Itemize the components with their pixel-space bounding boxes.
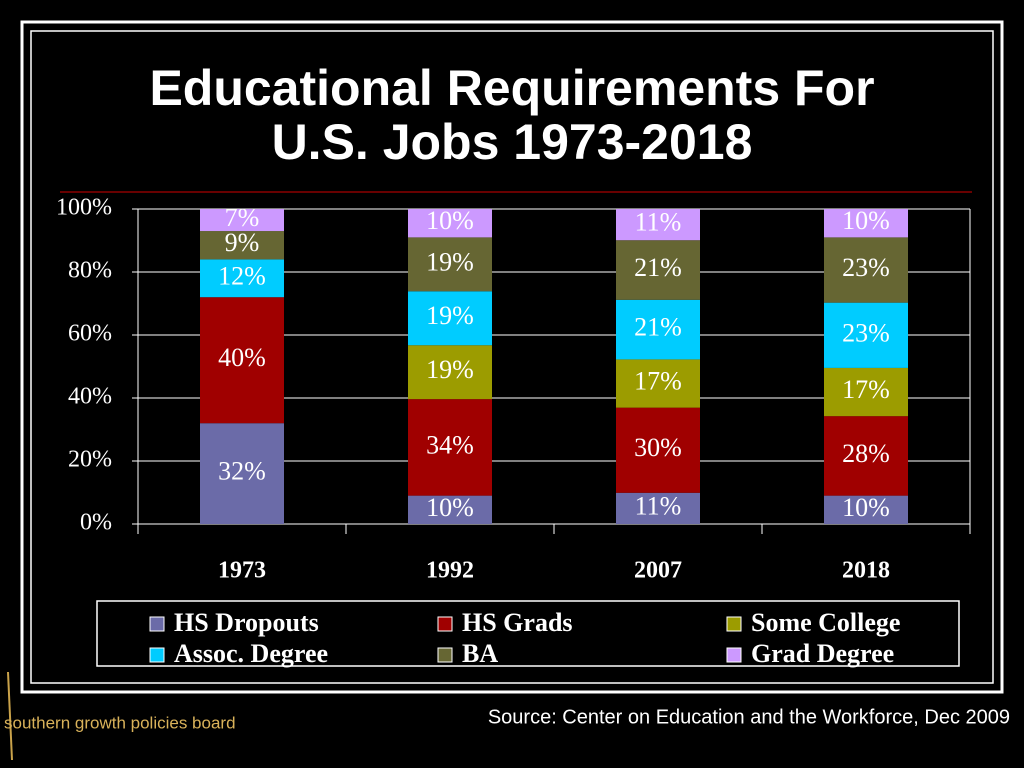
data-label: 19% [426, 301, 474, 330]
x-tick-label: 2007 [634, 558, 682, 584]
y-tick-label: 0% [80, 510, 112, 536]
data-label: 11% [635, 208, 682, 237]
bar-segment [616, 240, 700, 300]
bar-segment [616, 407, 700, 493]
y-tick-label: 60% [68, 321, 112, 347]
bar-segment [616, 209, 700, 241]
legend-label: HS Dropouts [174, 608, 319, 637]
bar-segment [824, 416, 908, 496]
source: Source: Center on Education and the Work… [488, 706, 1010, 728]
data-label: 23% [842, 253, 890, 282]
legend-label: Grad Degree [751, 639, 894, 668]
legend-swatch [726, 616, 742, 632]
data-label: 7% [225, 203, 260, 232]
logo: southern growth policies board [4, 713, 236, 732]
y-tick-label: 20% [68, 447, 112, 473]
bar-segment [408, 291, 492, 346]
bar-segment [200, 209, 284, 232]
x-tick-label: 1992 [426, 558, 474, 584]
data-label: 10% [842, 206, 890, 235]
bar-segment [200, 423, 284, 524]
legend-swatch [437, 616, 453, 632]
x-tick-label: 1973 [218, 558, 266, 584]
data-label: 10% [426, 206, 474, 235]
y-tick-label: 80% [68, 258, 112, 284]
bar-segment [200, 297, 284, 424]
frame-inner [30, 30, 994, 684]
data-label: 9% [225, 228, 260, 257]
bar-segment [824, 367, 908, 417]
bar-segment [408, 209, 492, 238]
bar-segment [408, 495, 492, 524]
legend-label: BA [462, 639, 498, 668]
bar-segment [616, 359, 700, 408]
bar-segment [616, 299, 700, 360]
data-label: 21% [634, 253, 682, 282]
data-label: 19% [426, 355, 474, 384]
x-tick-label: 2018 [842, 558, 890, 584]
bar-segment [200, 231, 284, 260]
bar-segment [824, 302, 908, 368]
legend-swatch [149, 616, 165, 632]
bar-segment [408, 345, 492, 400]
bar-segment [200, 259, 284, 298]
data-label: 17% [634, 366, 682, 395]
data-label: 19% [426, 247, 474, 276]
legend-swatch [149, 647, 165, 663]
data-label: 10% [842, 493, 890, 522]
frame-outer [20, 20, 1004, 694]
bar-segment [408, 237, 492, 292]
bar-segment [616, 492, 700, 524]
data-label: 23% [842, 318, 890, 347]
bar-segment [824, 209, 908, 238]
data-label: 21% [634, 313, 682, 342]
data-label: 34% [426, 430, 474, 459]
logo-mark [7, 671, 13, 761]
legend-swatch [437, 647, 453, 663]
data-label: 11% [635, 491, 682, 520]
data-label: 30% [634, 433, 682, 462]
y-tick-label: 40% [68, 384, 112, 410]
y-tick-label: 100% [56, 195, 112, 221]
data-label: 28% [842, 439, 890, 468]
data-label: 10% [426, 493, 474, 522]
legend-swatch [726, 647, 742, 663]
data-label: 12% [218, 261, 266, 290]
data-label: 32% [218, 457, 266, 486]
data-label: 40% [218, 343, 266, 372]
chart-title: Educational Requirements For [149, 60, 874, 116]
legend-label: Some College [751, 608, 900, 637]
data-label: 17% [842, 375, 890, 404]
legend-box [96, 600, 960, 667]
bar-segment [824, 495, 908, 524]
bar-segment [408, 399, 492, 496]
legend-label: Assoc. Degree [174, 639, 328, 668]
legend-label: HS Grads [462, 608, 573, 637]
bar-segment [824, 237, 908, 303]
chart-title: U.S. Jobs 1973-2018 [272, 114, 753, 170]
